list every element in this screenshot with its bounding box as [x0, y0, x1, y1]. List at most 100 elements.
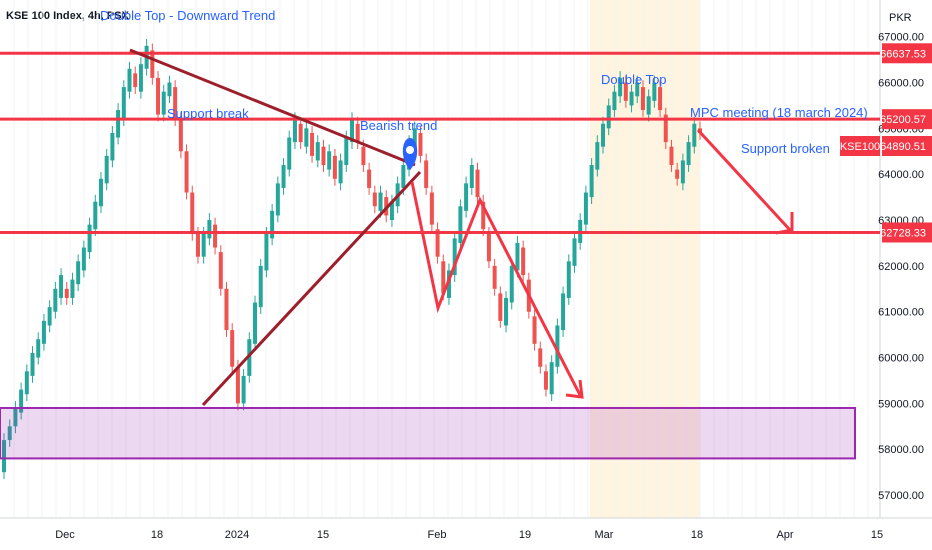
candle-body [173, 87, 178, 120]
chart-background [0, 0, 932, 519]
candle-body [429, 192, 434, 225]
y-tick-label: 66000.00 [878, 78, 924, 90]
candle-body [561, 293, 566, 331]
candle-body [452, 238, 457, 276]
x-tick-label: Mar [595, 529, 614, 541]
candle-body [258, 265, 263, 308]
candle-body [532, 316, 537, 344]
candle-body [207, 220, 212, 239]
y-axis: 67000.0066000.0065000.0064000.0063000.00… [840, 32, 932, 502]
candle-body [601, 123, 606, 147]
y-tick-label: 62000.00 [878, 261, 924, 273]
y-tick-label: 67000.00 [878, 32, 924, 44]
candle-body [110, 132, 115, 161]
candle-body [389, 201, 394, 221]
candle-body [498, 293, 503, 321]
candle-body [24, 371, 29, 395]
candle-body [310, 132, 315, 156]
candle-body [504, 297, 509, 326]
candle-body [224, 288, 229, 331]
candle-body [566, 261, 571, 298]
candle-body [332, 155, 337, 179]
annotation-mpc-meeting: MPC meeting (18 march 2024) [690, 105, 868, 120]
candle-body [549, 362, 554, 395]
candle-body [583, 192, 588, 225]
candle-body [692, 123, 697, 147]
annotation-support-break: Support break [167, 106, 249, 121]
y-tick-label: 58000.00 [878, 444, 924, 456]
projection-arrowhead [565, 379, 584, 399]
candle-body [441, 261, 446, 294]
candle-body [13, 407, 18, 427]
price-level-badge [882, 109, 932, 130]
y-tick-label: 61000.00 [878, 307, 924, 319]
downtrend-line [129, 48, 416, 167]
candle-body [367, 169, 372, 188]
price-level-value: 62728.33 [880, 227, 926, 239]
candle-body [469, 165, 474, 188]
candle-body [270, 210, 275, 239]
candle-body [76, 261, 81, 285]
candle-body [36, 339, 41, 358]
candle-body [127, 68, 132, 92]
price-level-value: 66637.53 [880, 48, 926, 60]
candle-body [378, 192, 383, 211]
candle-body [70, 279, 75, 298]
price-level-value: 65200.57 [880, 114, 926, 126]
candle-body [298, 123, 303, 143]
candle-body [680, 160, 685, 184]
candle-body [150, 50, 155, 78]
candle-body [515, 242, 520, 271]
price-level-badge [882, 43, 932, 64]
annotation-bearish-trend: Bearish trend [360, 118, 437, 133]
candle-body [156, 77, 161, 115]
candle-body [53, 288, 58, 312]
candle-body [538, 348, 543, 367]
x-tick-label: 18 [151, 529, 163, 541]
candle-body [138, 64, 143, 92]
y-tick-label: 59000.00 [878, 398, 924, 410]
price-level-badge [882, 222, 932, 243]
bearish-marker-icon [402, 138, 418, 170]
candle-body [635, 82, 640, 97]
candle-body [235, 366, 240, 404]
candles-layer [2, 38, 702, 480]
candle-body [7, 426, 12, 441]
x-axis: Dec 18 2024 15 Feb 19 Mar 18 Apr 15 [55, 529, 883, 541]
candle-body [121, 87, 126, 120]
annotations-layer: Double Top - Downward Trend Support break… [100, 8, 868, 156]
candle-body [640, 87, 645, 111]
candle-body [281, 165, 286, 188]
candle-body [230, 330, 235, 367]
candle-body [304, 128, 309, 147]
last-price-value: 64890.51 [880, 141, 926, 153]
candle-body [658, 87, 663, 111]
candle-body [675, 169, 680, 179]
candle-body [458, 206, 463, 243]
candle-body [167, 82, 172, 97]
last-price-badge [882, 136, 932, 156]
candle-body [623, 82, 628, 101]
candle-body [253, 302, 258, 344]
candle-body [321, 146, 326, 166]
x-tick-label: 15 [317, 529, 329, 541]
x-tick-label: 19 [519, 529, 531, 541]
candle-body [424, 160, 429, 188]
candle-body [481, 201, 486, 230]
candle-body [161, 91, 166, 115]
candle-body [543, 371, 548, 390]
candle-body [30, 352, 35, 376]
candle-body [435, 229, 440, 257]
candle-body [612, 91, 617, 111]
x-tick-label: Feb [428, 529, 447, 541]
candle-body [247, 339, 252, 376]
candle-body [595, 142, 600, 170]
candle-body [2, 440, 6, 473]
candle-body [93, 201, 98, 230]
candle-body [201, 233, 206, 257]
annotation-double-top: Double Top [601, 72, 667, 87]
candle-body [344, 137, 349, 166]
candle-body [418, 132, 423, 156]
candle-body [184, 151, 189, 193]
